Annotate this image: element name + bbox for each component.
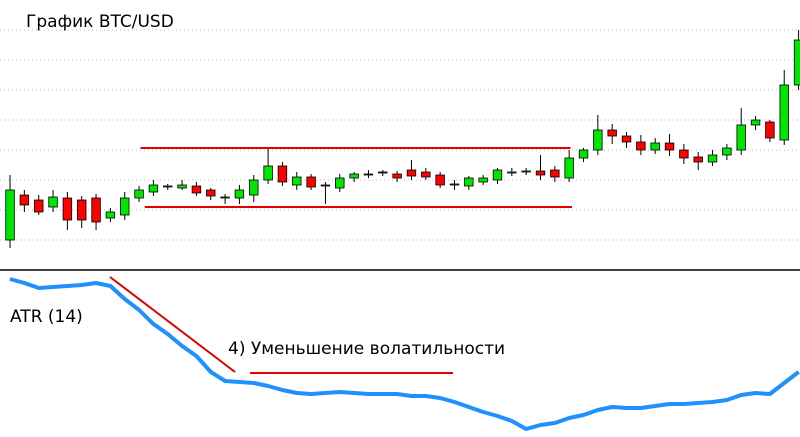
- candle-body: [693, 156, 703, 163]
- candle-body: [220, 196, 230, 199]
- candle-body: [177, 184, 187, 189]
- annotation: 4) Уменьшение волатильности: [228, 339, 505, 359]
- candle-body: [578, 149, 589, 159]
- candle-body: [435, 174, 445, 186]
- candle-body: [134, 189, 144, 199]
- candle-body: [722, 147, 732, 156]
- candle-body: [535, 170, 546, 176]
- candle-body: [664, 142, 675, 151]
- candle-body: [779, 84, 789, 141]
- candle-body: [349, 173, 359, 179]
- candle-body: [636, 141, 646, 151]
- candle-body: [34, 199, 44, 213]
- candle-body: [62, 197, 73, 221]
- candle-body: [607, 129, 617, 137]
- candle-body: [320, 184, 331, 187]
- candle-body: [206, 189, 216, 197]
- candle-body: [464, 177, 474, 187]
- candle-body: [550, 169, 560, 178]
- trend-arrow-line: [109, 276, 236, 373]
- candle-body: [5, 189, 15, 241]
- candle-body: [593, 129, 603, 151]
- candle-body: [363, 173, 374, 176]
- candle-body: [650, 142, 660, 151]
- candle-body: [521, 170, 531, 173]
- candle-body: [793, 39, 800, 86]
- atr-line: [9, 277, 800, 431]
- candle-body: [736, 124, 746, 151]
- candle-body: [492, 169, 503, 181]
- candle-body: [148, 184, 159, 193]
- candle-body: [750, 119, 761, 126]
- candle-body: [306, 176, 316, 188]
- candle-body: [163, 185, 173, 188]
- chart-title: График BTC/USD: [26, 12, 174, 32]
- candle-body: [478, 177, 488, 183]
- candle-body: [48, 196, 58, 208]
- candle-body: [77, 199, 87, 221]
- candle-body: [234, 189, 245, 199]
- candle-body: [621, 135, 632, 143]
- indicator-title: ATR (14): [10, 307, 83, 327]
- candle-body: [277, 165, 288, 183]
- candle-body: [507, 171, 517, 174]
- candle-body: [335, 177, 345, 189]
- candle-body: [263, 165, 273, 181]
- candle-body: [421, 171, 431, 178]
- candle-body: [249, 179, 259, 196]
- candle-body: [765, 121, 775, 139]
- candle-body: [191, 185, 202, 194]
- candle-body: [91, 197, 101, 223]
- candle-body: [564, 157, 574, 179]
- candle-body: [392, 173, 402, 179]
- candle-body: [406, 169, 417, 177]
- candle-body: [378, 171, 388, 174]
- candle-body: [120, 197, 130, 216]
- candle-body: [292, 176, 302, 186]
- candle-body: [105, 211, 116, 219]
- candle-body: [679, 149, 689, 159]
- candle-body: [19, 194, 30, 206]
- candle-body: [449, 183, 460, 186]
- candle-body: [707, 154, 718, 163]
